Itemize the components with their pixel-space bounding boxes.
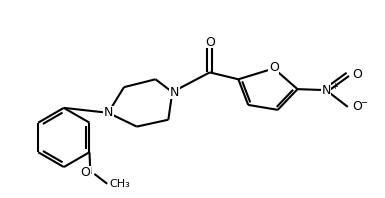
Text: N: N (169, 86, 179, 99)
Text: O: O (353, 68, 363, 81)
Text: O: O (269, 61, 279, 74)
Text: CH₃: CH₃ (109, 179, 130, 189)
Text: −: − (361, 98, 368, 108)
Text: +: + (331, 82, 338, 91)
Text: O: O (205, 36, 215, 49)
Text: O: O (80, 167, 90, 179)
Text: N: N (321, 84, 331, 97)
Text: N: N (104, 106, 113, 119)
Text: O: O (353, 100, 363, 113)
